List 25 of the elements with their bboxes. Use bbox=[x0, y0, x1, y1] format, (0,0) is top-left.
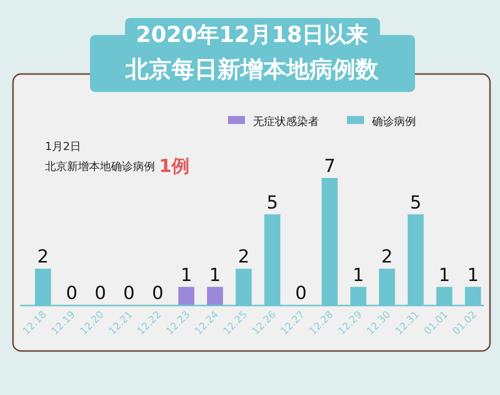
data-label: 1 bbox=[209, 264, 221, 286]
text: 1月2日 bbox=[45, 140, 81, 153]
chart-title: 2020年12月18日以来 bbox=[136, 23, 368, 48]
data-label: 2 bbox=[238, 246, 250, 268]
data-label: 5 bbox=[266, 192, 278, 214]
data-label: 0 bbox=[94, 283, 106, 304]
legend-label: 无症状感染者 bbox=[253, 115, 319, 128]
data-label: 2 bbox=[381, 246, 393, 268]
data-label: 0 bbox=[295, 283, 307, 304]
text: 1例 bbox=[159, 156, 190, 177]
data-label: 0 bbox=[66, 283, 78, 304]
bar bbox=[207, 286, 223, 305]
data-label: 5 bbox=[410, 192, 422, 214]
data-label: 0 bbox=[152, 283, 164, 304]
data-label: 1 bbox=[467, 264, 479, 286]
bar bbox=[178, 286, 194, 305]
data-label: 1 bbox=[438, 264, 450, 286]
data-label: 7 bbox=[324, 156, 336, 177]
data-label: 2 bbox=[37, 246, 49, 268]
chart-subtitle: 北京每日新增本地病例数 bbox=[124, 56, 380, 83]
data-label: 0 bbox=[123, 283, 135, 304]
text: 北京新增本地确诊病例 bbox=[45, 160, 155, 173]
data-label: 1 bbox=[352, 264, 364, 286]
legend-label: 确诊病例 bbox=[371, 115, 416, 128]
data-label: 1 bbox=[180, 264, 192, 286]
